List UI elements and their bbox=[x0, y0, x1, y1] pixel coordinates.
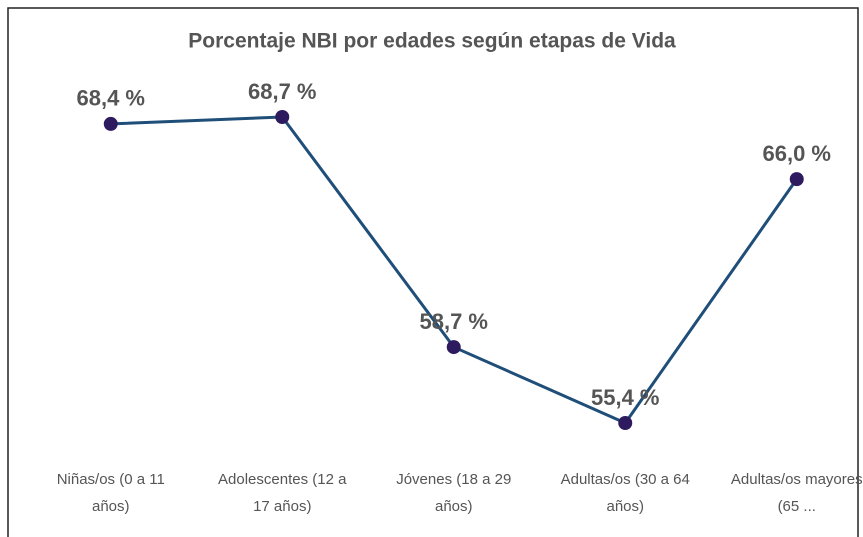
marker bbox=[618, 416, 633, 430]
frame bbox=[7, 7, 859, 537]
data-label: 68,7 % bbox=[248, 79, 317, 104]
x-tick-label: Niñas/os (0 a 11 años) bbox=[56, 471, 165, 515]
x-tick-label: Adultas/os mayores (65 ... bbox=[730, 471, 863, 515]
marker bbox=[275, 110, 290, 124]
data-label: 66,0 % bbox=[763, 141, 832, 166]
marker bbox=[789, 172, 804, 187]
line bbox=[110, 115, 798, 425]
marker bbox=[103, 116, 118, 131]
chart-title: Porcentaje NBI por edades según etapas d… bbox=[188, 30, 676, 53]
x-tick-label: Adultas/os (30 a 64 años) bbox=[560, 471, 690, 515]
data-label: 58,7 % bbox=[420, 309, 489, 334]
x-tick-label: Jóvenes (18 a 29 años) bbox=[396, 471, 512, 515]
data-label: 68,4 % bbox=[77, 86, 146, 111]
data-label: 55,4 % bbox=[591, 385, 660, 410]
x-tick-label: Adolescentes (12 a 17 años) bbox=[218, 471, 347, 515]
marker bbox=[446, 340, 461, 355]
